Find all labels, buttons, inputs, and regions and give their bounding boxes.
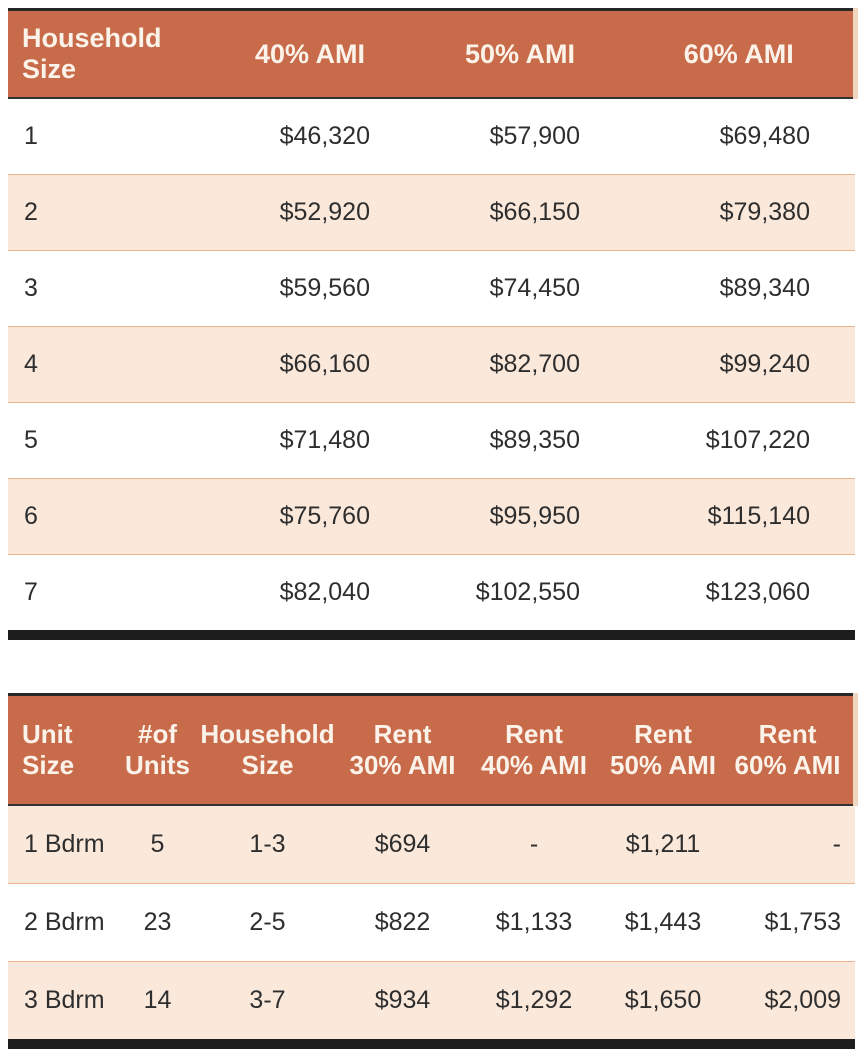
rent-cell-rent-60-ami: - <box>832 829 841 858</box>
income-header-60-ami: 60% AMI <box>625 8 858 99</box>
rent-cell-rent-50-ami: $1,443 <box>598 882 728 961</box>
income-cell-60-ami: $89,340 <box>625 249 855 326</box>
income-table-header-row: Household Size 40% AMI 50% AMI 60% AMI <box>8 8 858 99</box>
income-cell-60-ami: $115,140 <box>625 477 855 554</box>
rent-cell-num-units: 23 <box>115 882 200 961</box>
rent-table-header-row: Unit Size #of Units Household Size Rent … <box>8 693 858 806</box>
header-line: Rent <box>758 719 817 749</box>
rent-table-row: 3 Bdrm 14 3-7 $934 $1,292 $1,650 $2,009 <box>8 960 855 1039</box>
rent-cell-rent-50-ami: $1,211 <box>625 829 701 858</box>
header-line: 30% AMI <box>349 750 456 780</box>
income-cell-40-ami: $71,480 <box>205 401 415 478</box>
income-header-household-size: Household Size <box>8 8 205 99</box>
income-cell-household-size: 3 <box>8 249 205 326</box>
rent-header-rent-30-ami: Rent 30% AMI <box>335 693 470 806</box>
rent-cell-unit-size: 2 Bdrm <box>8 882 115 961</box>
header-line: 50% AMI <box>610 750 716 780</box>
rent-cell-unit-size: 3 Bdrm <box>8 960 115 1039</box>
income-cell-50-ami: $74,450 <box>415 249 625 326</box>
income-cell-40-ami: $46,320 <box>279 121 370 150</box>
rent-cell-household-size: 2-5 <box>200 882 335 961</box>
header-line: Rent <box>634 719 692 749</box>
income-cell-60-ami: $99,240 <box>625 325 855 402</box>
rent-cell-unit-size: 1 Bdrm <box>24 829 105 858</box>
header-line: #of <box>138 719 177 749</box>
income-cell-50-ami: $82,700 <box>415 325 625 402</box>
income-cell-50-ami: $57,900 <box>489 121 580 150</box>
income-cell-40-ami: $52,920 <box>205 173 415 250</box>
header-line: Rent <box>505 719 563 749</box>
header-line: Size <box>22 750 75 780</box>
header-line: Rent <box>373 719 432 749</box>
income-cell-40-ami: $66,160 <box>205 325 415 402</box>
income-cell-household-size: 5 <box>8 401 205 478</box>
income-cell-household-size: 2 <box>8 173 205 250</box>
income-table-row: 2 $52,920 $66,150 $79,380 <box>8 173 855 250</box>
rent-cell-rent-60-ami: $1,753 <box>728 882 855 961</box>
income-cell-50-ami: $102,550 <box>415 553 625 630</box>
income-cell-household-size: 1 <box>24 121 38 150</box>
income-cell-60-ami: $107,220 <box>625 401 855 478</box>
rent-cell-rent-50-ami: $1,650 <box>598 960 728 1039</box>
header-line: Household <box>22 23 162 53</box>
rent-table-row: 1 Bdrm 5 1-3 $694 - $1,211 - <box>8 805 855 883</box>
income-cell-60-ami: $123,060 <box>625 553 855 630</box>
income-cell-40-ami: $75,760 <box>205 477 415 554</box>
rent-cell-num-units: 5 <box>150 829 165 858</box>
rent-header-rent-40-ami: Rent 40% AMI <box>470 693 598 806</box>
rent-cell-rent-30-ami: $694 <box>374 829 431 858</box>
header-line: Unit <box>22 719 73 749</box>
header-block: Rent 60% AMI <box>735 719 841 781</box>
income-cell-household-size: 6 <box>8 477 205 554</box>
income-cell-40-ami: $82,040 <box>205 553 415 630</box>
header-line: Size <box>241 750 294 780</box>
rent-cell-rent-40-ami: $1,292 <box>470 960 598 1039</box>
rent-header-num-units: #of Units <box>115 693 200 806</box>
income-table-bottom-bar <box>8 630 855 640</box>
header-line: 40% AMI <box>481 750 587 780</box>
rent-cell-num-units: 14 <box>115 960 200 1039</box>
rent-cell-rent-30-ami: $822 <box>335 882 470 961</box>
income-cell-40-ami: $59,560 <box>205 249 415 326</box>
header-line: Units <box>125 750 190 780</box>
rent-header-rent-50-ami: Rent 50% AMI <box>598 693 728 806</box>
income-cell-household-size: 4 <box>8 325 205 402</box>
income-table-row: 4 $66,160 $82,700 $99,240 <box>8 325 855 402</box>
rent-cell-rent-30-ami: $934 <box>335 960 470 1039</box>
income-table-row: 3 $59,560 $74,450 $89,340 <box>8 249 855 326</box>
rent-header-unit-size: Unit Size <box>8 693 115 806</box>
income-table-row: 5 $71,480 $89,350 $107,220 <box>8 401 855 478</box>
income-cell-50-ami: $89,350 <box>415 401 625 478</box>
header-line: Size <box>22 54 77 84</box>
income-table-row: 1 $46,320 $57,900 $69,480 <box>8 98 855 174</box>
income-cell-household-size: 7 <box>8 553 205 630</box>
rent-table-row: 2 Bdrm 23 2-5 $822 $1,133 $1,443 $1,753 <box>8 882 855 961</box>
income-cell-60-ami: $69,480 <box>719 121 810 150</box>
income-cell-50-ami: $66,150 <box>415 173 625 250</box>
income-header-50-ami: 50% AMI <box>415 8 625 99</box>
income-cell-50-ami: $95,950 <box>415 477 625 554</box>
header-line: 60% AMI <box>734 750 841 780</box>
income-table-row: 7 $82,040 $102,550 $123,060 <box>8 553 855 630</box>
rent-cell-household-size: 1-3 <box>249 829 286 858</box>
rent-cell-rent-40-ami: - <box>529 829 539 858</box>
income-table-row: 6 $75,760 $95,950 $115,140 <box>8 477 855 554</box>
rent-table: Unit Size #of Units Household Size Rent … <box>8 693 858 1039</box>
income-header-40-ami: 40% AMI <box>205 8 415 99</box>
header-line: Household <box>200 719 335 749</box>
rent-cell-rent-40-ami: $1,133 <box>470 882 598 961</box>
income-limits-table: Household Size 40% AMI 50% AMI 60% AMI 1… <box>8 8 858 630</box>
rent-cell-rent-60-ami: $2,009 <box>728 960 855 1039</box>
rent-header-rent-60-ami: Rent 60% AMI <box>728 693 858 806</box>
rent-header-household-size: Household Size <box>200 693 335 806</box>
tables-gap <box>8 640 864 693</box>
rent-table-bottom-bar <box>8 1039 855 1049</box>
income-cell-60-ami: $79,380 <box>625 173 855 250</box>
rent-cell-household-size: 3-7 <box>200 960 335 1039</box>
